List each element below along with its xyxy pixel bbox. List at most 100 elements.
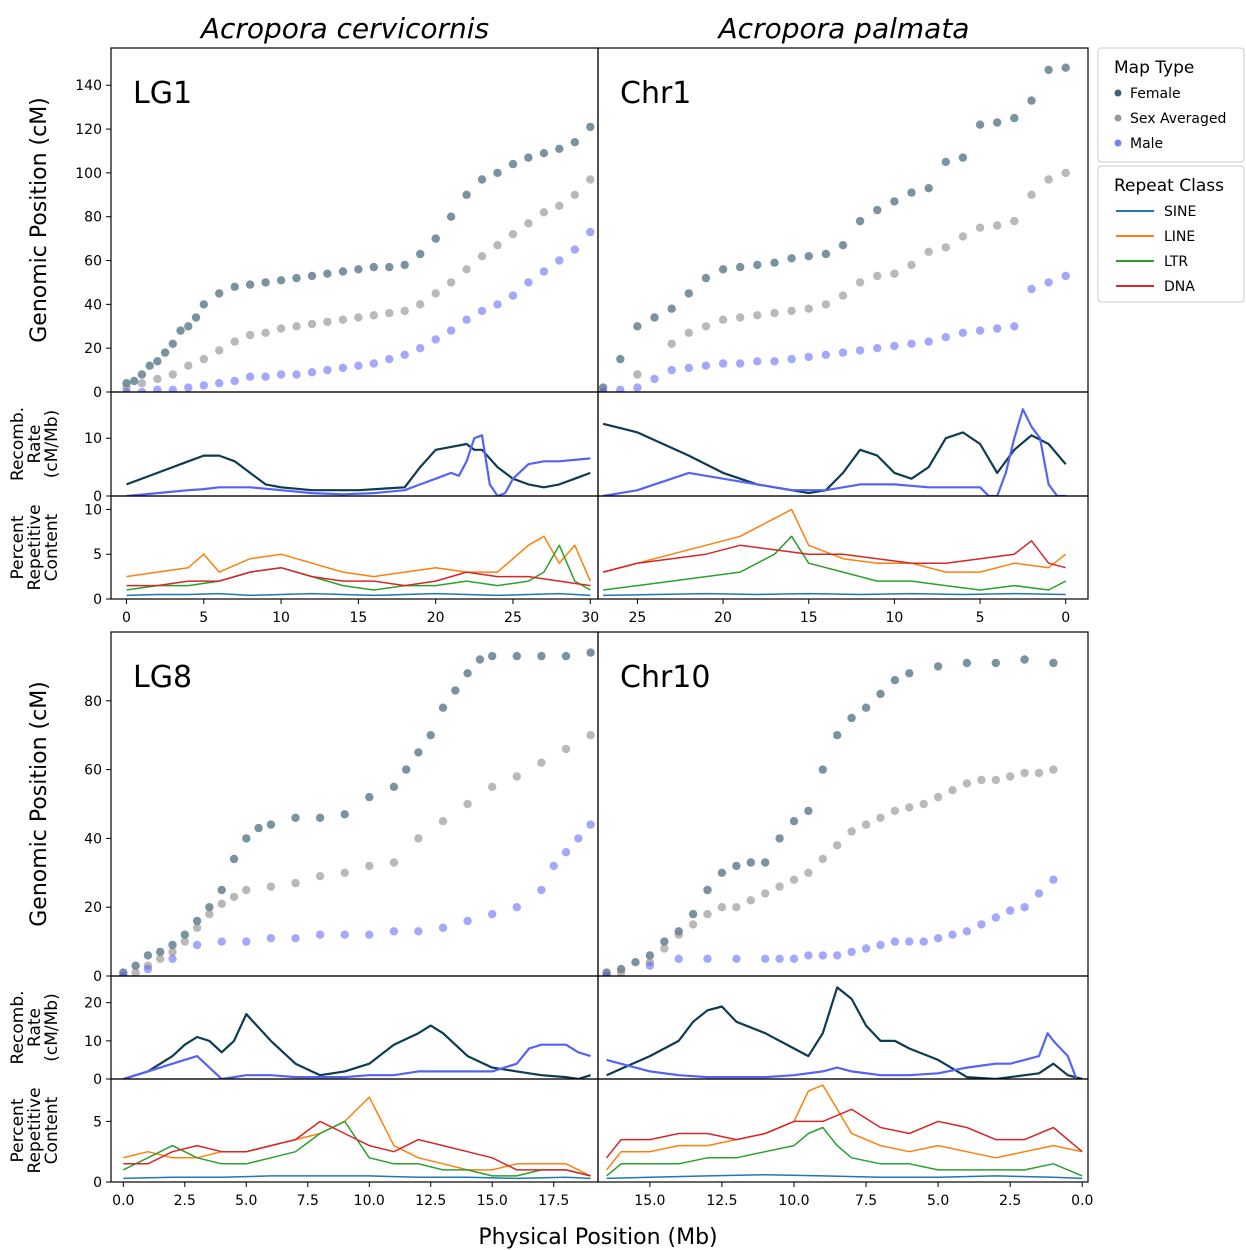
point-male — [958, 328, 968, 337]
legend-marker — [1114, 114, 1122, 122]
point-female — [933, 662, 943, 671]
point-male — [977, 920, 986, 929]
point-sex-averaged — [230, 337, 239, 346]
point-female — [873, 205, 882, 215]
y-tick-label: 40 — [84, 831, 102, 847]
point-male — [1027, 284, 1036, 294]
lg8-rate-frame — [110, 975, 599, 1080]
point-sex-averaged — [354, 313, 363, 322]
point-male — [414, 927, 423, 936]
point-male — [570, 245, 579, 254]
line-repeats-line — [606, 1084, 1083, 1171]
point-sex-averaged — [261, 328, 270, 337]
y-tick-label: 20 — [84, 900, 102, 916]
x-tick-label: 2.5 — [999, 1193, 1021, 1209]
point-female — [402, 765, 411, 774]
y-tick-label: 0 — [93, 592, 102, 608]
point-sex-averaged — [242, 885, 251, 895]
line-rate-male — [606, 1032, 1078, 1079]
point-male — [340, 930, 349, 939]
point-sex-averaged — [586, 175, 595, 184]
chr1-map-plot — [598, 63, 1070, 392]
x-tick-label: 10 — [272, 610, 290, 626]
point-male — [905, 937, 914, 946]
point-female — [475, 655, 485, 664]
point-female — [958, 153, 968, 162]
legend-repeat-class-box — [1097, 165, 1245, 303]
point-sex-averaged — [761, 889, 770, 898]
point-female — [586, 122, 595, 132]
line-rate-male — [122, 1043, 591, 1079]
point-female — [555, 144, 564, 153]
point-sex-averaged — [291, 878, 300, 888]
point-female — [667, 304, 676, 313]
point-female — [1049, 658, 1058, 668]
point-female — [493, 168, 502, 178]
chr1-rate-axes — [597, 391, 1089, 497]
panel-title-chr10: Chr10 — [620, 660, 710, 695]
point-female — [787, 254, 796, 263]
point-sex-averaged — [156, 954, 165, 963]
point-male — [292, 370, 301, 379]
point-female — [746, 858, 755, 867]
point-male — [933, 934, 943, 943]
x-tick-label: 2.5 — [174, 1193, 196, 1209]
point-female — [131, 961, 140, 970]
x-tick-label: 5 — [199, 610, 208, 626]
point-male — [586, 820, 595, 829]
point-female — [1020, 655, 1029, 664]
point-female — [650, 313, 659, 322]
point-female — [718, 265, 728, 274]
point-sex-averaged — [804, 868, 813, 877]
point-female — [1061, 63, 1070, 72]
point-female — [975, 120, 985, 129]
x-tick-label: 17.5 — [538, 1193, 569, 1209]
x-tick-label: 0.0 — [112, 1193, 134, 1209]
point-female — [789, 817, 799, 826]
point-male — [684, 363, 693, 373]
x-tick-label: 5 — [976, 610, 985, 626]
point-sex-averaged — [977, 775, 986, 785]
y-tick-label: 20 — [84, 996, 102, 1012]
point-male — [598, 387, 608, 392]
point-sex-averaged — [137, 379, 147, 388]
point-sex-averaged — [539, 208, 549, 217]
point-sex-averaged — [446, 278, 456, 287]
point-male — [1061, 271, 1070, 281]
point-sex-averaged — [192, 923, 202, 932]
line-repeats-line — [126, 535, 591, 582]
point-male — [847, 947, 856, 957]
y-axis-label-repeats: PercentRepetitiveContent — [8, 1087, 62, 1173]
point-male — [674, 954, 683, 963]
point-male — [512, 903, 521, 912]
point-sex-averaged — [633, 370, 642, 379]
point-male — [1034, 889, 1044, 898]
point-sex-averaged — [873, 271, 882, 281]
line-repeats-line — [602, 508, 1067, 573]
point-female — [804, 806, 813, 816]
point-sex-averaged — [266, 882, 276, 891]
point-sex-averaged — [1049, 765, 1058, 774]
point-female — [462, 190, 471, 199]
point-sex-averaged — [770, 308, 779, 318]
point-male — [315, 930, 325, 939]
point-female — [261, 278, 270, 287]
point-female — [804, 252, 813, 261]
point-sex-averaged — [385, 308, 394, 318]
point-male — [215, 379, 224, 388]
y-axis-label-map: Genomic Position (cM) — [27, 681, 52, 927]
legend-map-type-title: Map Type — [1114, 58, 1194, 78]
chr1-repeats-frame — [597, 495, 1089, 600]
point-female — [631, 958, 640, 967]
point-male — [907, 339, 916, 348]
point-sex-averaged — [890, 806, 900, 816]
point-male — [488, 909, 497, 919]
point-sex-averaged — [890, 269, 899, 278]
point-female — [291, 813, 300, 822]
point-female — [488, 651, 497, 661]
point-sex-averaged — [570, 190, 579, 199]
point-male — [789, 954, 799, 963]
point-male — [477, 306, 487, 316]
chr10-repeats-frame — [597, 1078, 1089, 1183]
